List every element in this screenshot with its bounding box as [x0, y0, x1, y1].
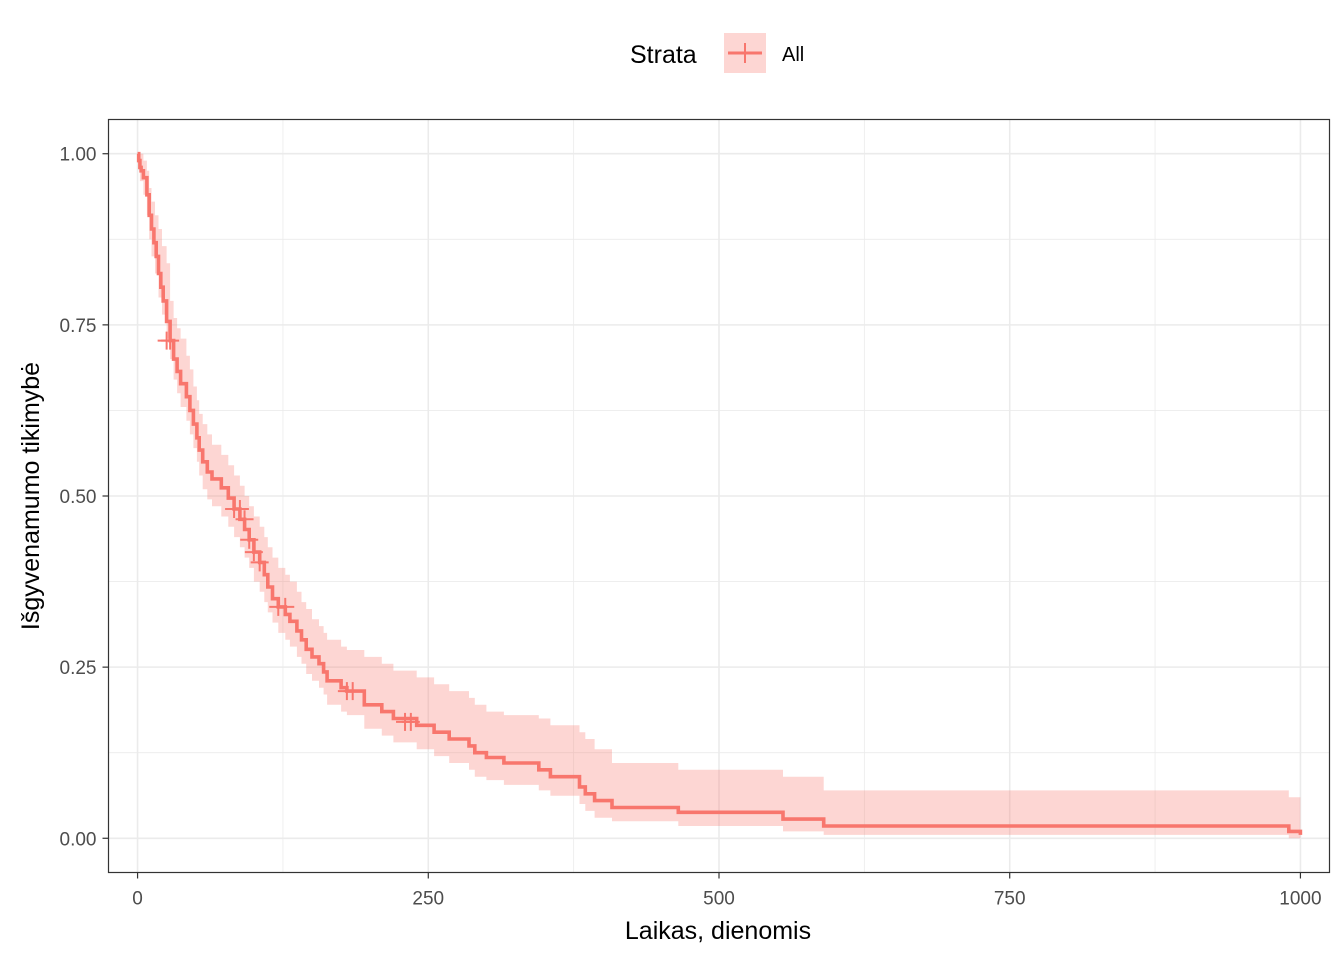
x-tick-label: 750 — [994, 889, 1026, 910]
x-tick-label: 250 — [412, 889, 444, 910]
censor-mark — [235, 510, 254, 529]
y-axis: 0.00 0.25 0.50 0.75 1.00 — [60, 145, 109, 850]
y-tick-label: 0.25 — [60, 658, 97, 679]
censor-mark — [240, 530, 259, 549]
legend: Strata All — [630, 33, 804, 73]
survival-curve-layer — [136, 151, 1303, 835]
x-axis: 0 250 500 750 1000 — [132, 872, 1322, 910]
x-tick-label: 1000 — [1279, 889, 1321, 910]
x-axis-title: Laikas, dienomis — [625, 917, 811, 945]
censor-marks-layer — [157, 331, 420, 731]
legend-entry-all: All — [782, 44, 804, 66]
gridlines — [108, 119, 1330, 873]
x-tick-label: 0 — [132, 889, 143, 910]
censor-mark — [401, 712, 420, 731]
censor-mark — [250, 553, 269, 572]
x-tick-label: 500 — [703, 889, 735, 910]
y-tick-label: 0.50 — [60, 487, 97, 508]
censor-mark — [161, 331, 180, 350]
legend-title: Strata — [630, 41, 697, 69]
censor-mark — [276, 597, 295, 616]
censor-mark — [244, 543, 263, 562]
censor-mark — [230, 500, 249, 519]
y-tick-label: 0.75 — [60, 316, 97, 337]
censor-mark — [343, 682, 362, 701]
survival-curve — [136, 151, 1303, 835]
y-tick-label: 0.00 — [60, 829, 97, 850]
y-tick-label: 1.00 — [60, 145, 97, 166]
y-axis-title: Išgyvenamumo tikimybė — [17, 362, 45, 630]
